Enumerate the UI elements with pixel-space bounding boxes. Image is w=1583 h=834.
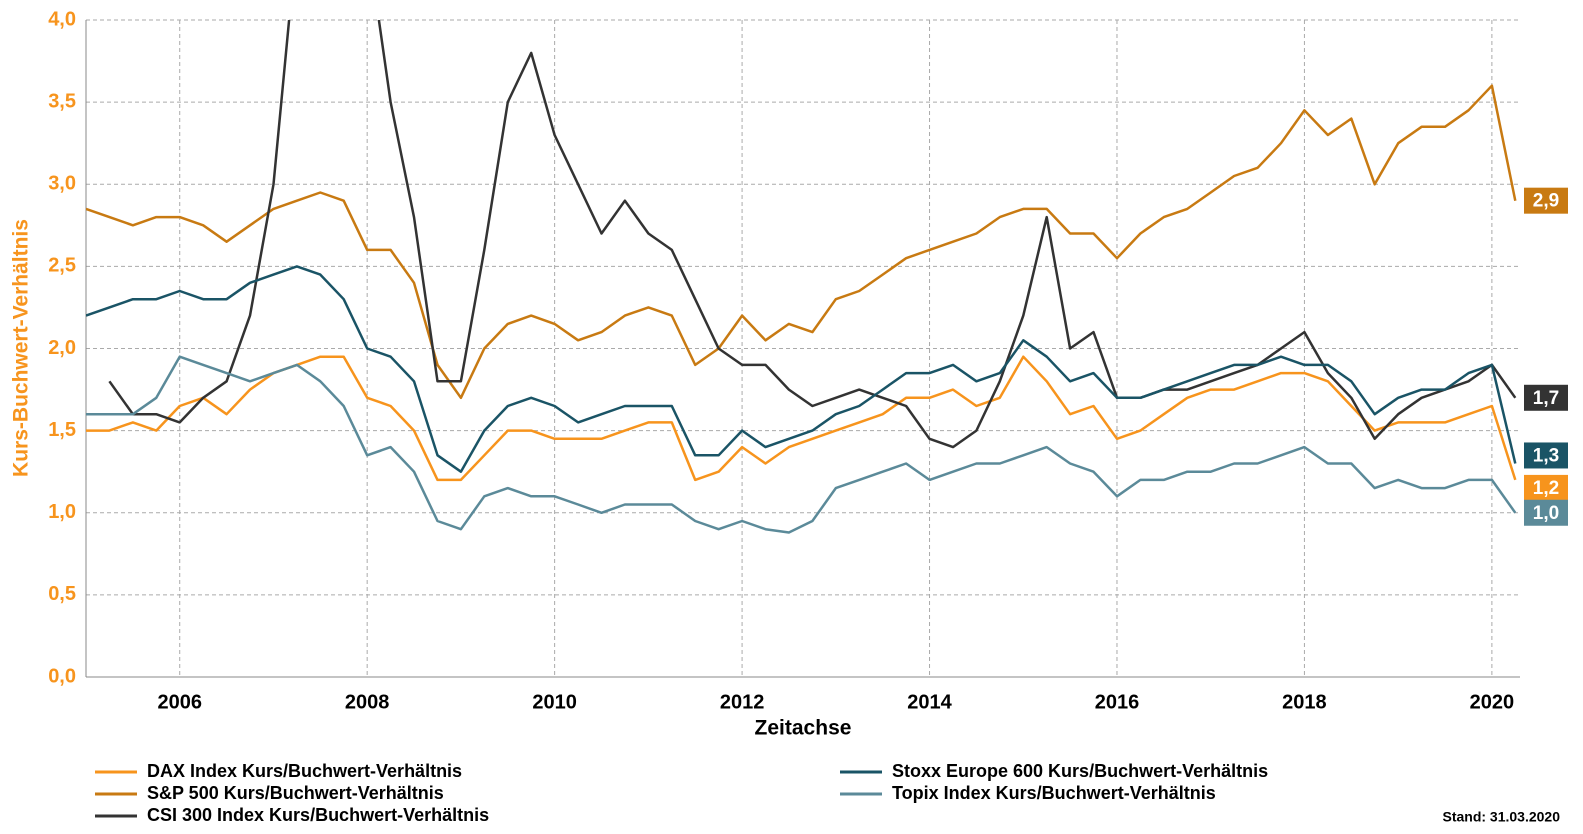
y-axis-label: Kurs-Buchwert-Verhältnis [10, 219, 33, 477]
end-label: 2,9 [1533, 191, 1559, 212]
series-line [86, 355, 1517, 482]
y-tick-label: 3,5 [48, 90, 76, 112]
plot-area [86, 20, 1517, 534]
y-tick-label: 2,5 [48, 255, 76, 277]
y-tick-label: 0,5 [48, 583, 76, 605]
end-label: 1,3 [1533, 445, 1559, 466]
end-label-box [1524, 187, 1568, 214]
end-label-box [1524, 499, 1568, 526]
x-axis-label: Zeitachse [755, 717, 852, 740]
y-tick-label: 4,0 [48, 8, 76, 30]
x-tick-label: 2006 [157, 691, 202, 713]
x-tick-label: 2010 [532, 691, 577, 713]
end-label: 1,7 [1533, 388, 1559, 409]
end-label: 1,0 [1533, 503, 1559, 524]
end-label: 1,2 [1533, 478, 1559, 499]
series-line [86, 265, 1517, 473]
legend-label: CSI 300 Index Kurs/Buchwert-Verhältnis [147, 805, 489, 825]
legend-label: DAX Index Kurs/Buchwert-Verhältnis [147, 761, 462, 781]
x-tick-label: 2018 [1282, 691, 1327, 713]
x-tick-label: 2008 [345, 691, 390, 713]
series-line [86, 84, 1517, 400]
y-tick-label: 2,0 [48, 337, 76, 359]
end-label-box [1524, 442, 1568, 469]
x-tick-label: 2020 [1470, 691, 1515, 713]
y-tick-label: 1,0 [48, 501, 76, 523]
x-tick-label: 2012 [720, 691, 765, 713]
x-tick-label: 2016 [1095, 691, 1140, 713]
y-tick-label: 1,5 [48, 419, 76, 441]
end-label-box [1524, 384, 1568, 411]
series-line [108, 20, 1517, 449]
series-line [86, 355, 1517, 534]
legend-label: S&P 500 Kurs/Buchwert-Verhältnis [147, 783, 444, 803]
y-tick-label: 3,0 [48, 173, 76, 195]
legend-label: Stoxx Europe 600 Kurs/Buchwert-Verhältni… [892, 761, 1268, 781]
end-label-box [1524, 474, 1568, 501]
note: Stand: 31.03.2020 [1442, 809, 1560, 825]
x-tick-label: 2014 [907, 691, 952, 713]
y-tick-label: 0,0 [48, 665, 76, 687]
legend-label: Topix Index Kurs/Buchwert-Verhältnis [892, 783, 1216, 803]
